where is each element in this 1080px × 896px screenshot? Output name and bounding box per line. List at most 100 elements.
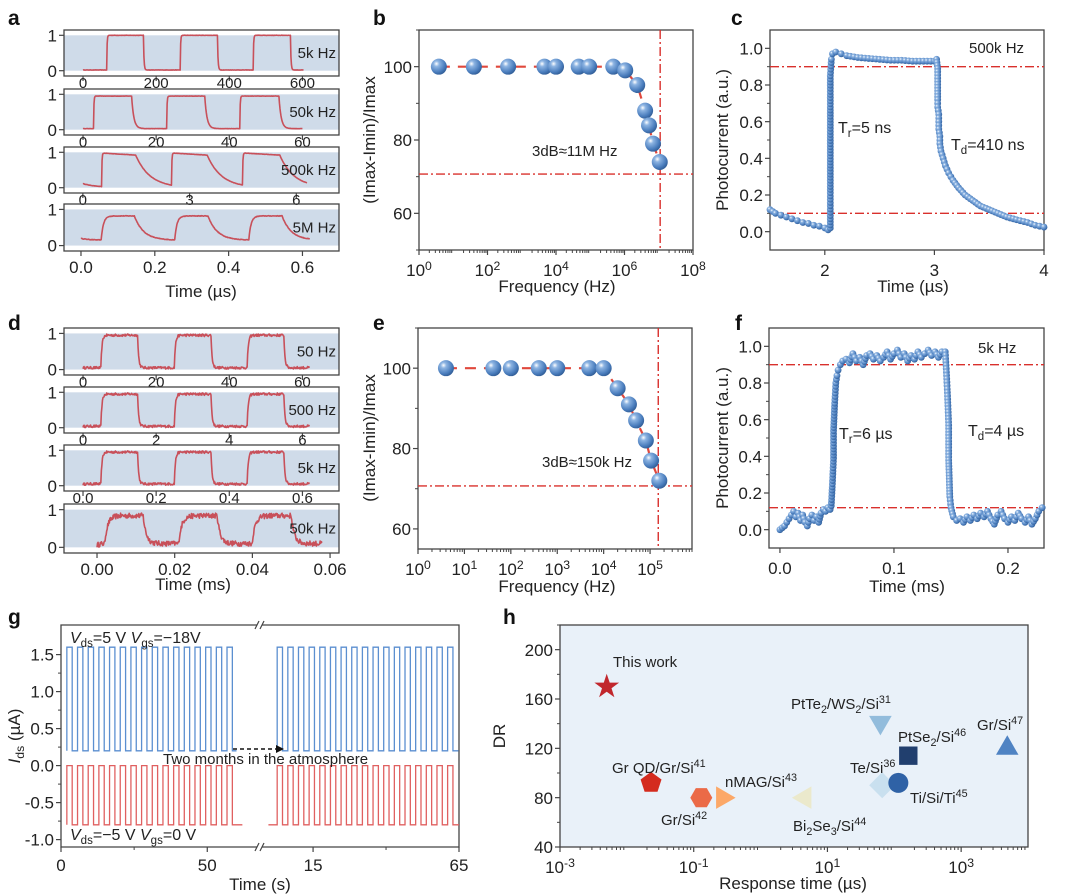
text-run: nMAG/Si [725, 774, 785, 791]
signal-band [64, 392, 339, 428]
panel-c-data-point [783, 213, 790, 221]
panel-letter-g: g [8, 606, 21, 629]
panel-c-data-point [815, 222, 823, 230]
text-run: 10 [543, 261, 562, 280]
x-tick-label: 0.02 [158, 560, 191, 579]
panel-a-waveform-line [80, 214, 311, 241]
x-tick-label: 0 [56, 856, 65, 875]
y-tick-label: 100 [383, 359, 411, 378]
panel-e-data-point [530, 360, 547, 377]
panel-b-fit-line [438, 65, 661, 163]
text-run: 2 [806, 826, 812, 838]
text-run: This work [613, 654, 678, 671]
text-run: =6 µs [853, 426, 893, 443]
panel-f-decay-time-label: Td=4 µs [968, 423, 1024, 443]
panel-letter-d: d [8, 312, 21, 335]
x-tick-label: 102 [475, 259, 501, 280]
x-tick-label: 4 [225, 432, 233, 449]
panel-c-data-point [832, 48, 840, 56]
panel-e-data-point [595, 360, 612, 377]
x-axis-title-e: Frequency (Hz) [498, 577, 615, 596]
y-tick-label: 0.4 [739, 149, 763, 168]
x-tick-label: 200 [144, 75, 169, 92]
text-run: 10 [405, 560, 424, 579]
panel-c-data-point [799, 219, 807, 226]
panel-d-waveform-line [82, 450, 311, 486]
panel-c-data-point [788, 215, 796, 223]
panel-a-waveform-line [82, 34, 304, 71]
x-tick-label: 15 [304, 856, 323, 875]
text-run: PtSe [898, 729, 931, 746]
panel-h-marker-triangle-up [996, 735, 1019, 755]
y-axis-title-g: Ids (µA) [5, 709, 27, 764]
panel-c-decay-time-label: Td=410 ns [951, 137, 1025, 157]
panel-e-data-point [643, 452, 660, 469]
text-run: 0 [424, 558, 431, 572]
x-tick-label: 0.00 [80, 560, 113, 579]
x-tick-label: 10-1 [679, 856, 709, 877]
panel-a-frequency-label: 5M Hz [293, 220, 336, 237]
y-tick-label: 1.0 [30, 683, 54, 702]
text-run: 2 [931, 737, 937, 749]
panel-h-point-label: Gr/Si42 [661, 810, 707, 829]
y-tick-label: 1 [48, 26, 57, 45]
y-axis-title-c: Photocurrent (a.u.) [713, 69, 732, 211]
text-run: 2 [855, 704, 861, 716]
axis-break-mark [254, 842, 260, 852]
panel-c-frequency-label: 500k Hz [969, 40, 1024, 57]
text-run: ds [81, 638, 93, 650]
y-tick-label: 0.6 [739, 113, 763, 132]
x-tick-label: 0.6 [291, 258, 315, 277]
panel-e-data-point [502, 360, 519, 377]
x-tick-label: 6 [298, 432, 306, 449]
panel-e-data-point [485, 360, 502, 377]
x-tick-label: 20 [148, 134, 165, 151]
y-tick-label: 1.0 [739, 39, 763, 58]
y-tick-label: 0.8 [738, 374, 762, 393]
panel-b-data-point [617, 62, 634, 79]
panel-d-subplot-frame [63, 386, 340, 434]
y-tick-label: 1 [48, 441, 57, 460]
text-run: 41 [694, 758, 706, 770]
y-tick-label: 0 [48, 477, 57, 496]
panel-g-negative-bias-trace [66, 764, 243, 826]
text-run: V [140, 827, 152, 844]
text-run: 10 [452, 560, 471, 579]
y-tick-label: 0.4 [738, 447, 762, 466]
panel-d-frequency-label: 5k Hz [298, 460, 336, 477]
text-run: d [961, 145, 967, 157]
y-tick-label: 100 [384, 58, 412, 77]
y-tick-label: 80 [392, 440, 411, 459]
x-tick-label: 40 [221, 134, 238, 151]
panel-h-marker-triangle-right [716, 786, 736, 809]
text-run: =−18V [154, 630, 201, 647]
panel-b-data-point [581, 58, 598, 75]
y-tick-label: -1.0 [25, 831, 54, 850]
panel-h-marker-triangle-down [869, 715, 892, 736]
x-tick-label: 50 [198, 856, 217, 875]
panel-c-data-point [794, 217, 801, 225]
text-run: r [849, 434, 853, 446]
panel-b-data-point [651, 154, 668, 170]
panel-h-marker-triangle-left [791, 786, 812, 809]
text-run: 10 [948, 858, 967, 877]
y-tick-label: 60 [393, 204, 412, 223]
panel-a-subplot-frame [63, 29, 340, 77]
panel-d-frequency-label: 50k Hz [289, 521, 336, 538]
x-tick-label: 2 [820, 261, 829, 280]
panel-g-negative-bias-trace [268, 764, 459, 826]
panel-h-point-label: Gr QD/Gr/Si41 [612, 758, 706, 777]
y-tick-label: 0 [48, 121, 57, 140]
signal-band [64, 94, 339, 130]
panel-a-frequency-label: 5k Hz [298, 45, 336, 62]
panel-b-data-point [465, 58, 482, 75]
panel-e-data-point [628, 412, 645, 429]
text-run: 1 [470, 558, 477, 572]
panel-a-waveform-line [82, 152, 308, 188]
panel-h-background [560, 625, 1028, 847]
text-run: 6 [631, 259, 638, 273]
text-run: 43 [785, 772, 797, 784]
x-axis-title-f: Time (ms) [869, 577, 945, 596]
panel-h-marker-diamond [869, 772, 896, 799]
panel-g-positive-bias-trace [66, 646, 237, 752]
